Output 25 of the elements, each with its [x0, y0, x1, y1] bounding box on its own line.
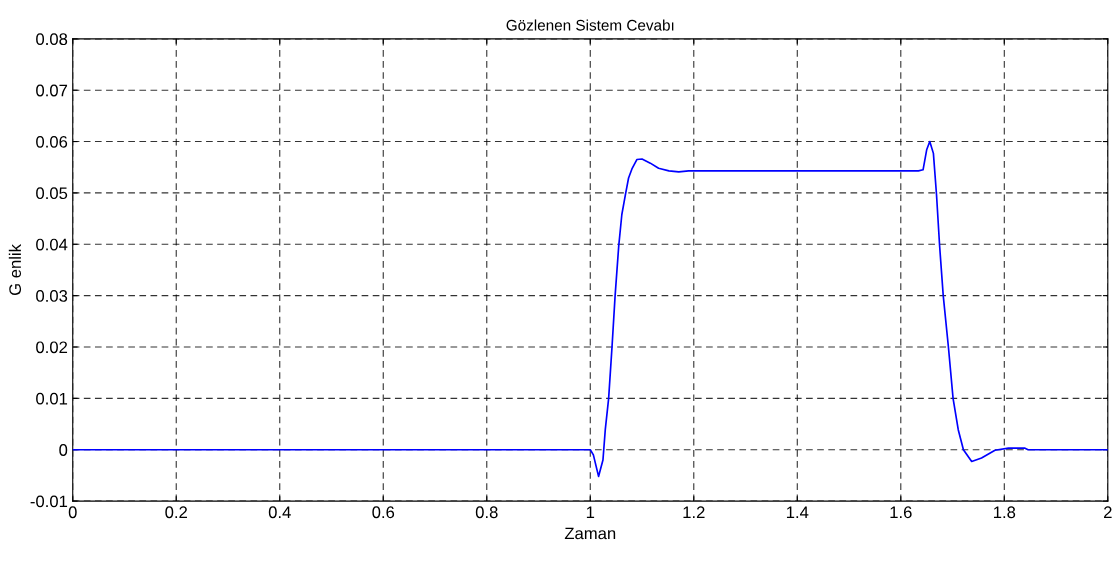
y-tick-label: 0: [59, 444, 68, 456]
y-tick-label: 0.05: [36, 187, 68, 200]
x-tick-label: 0.4: [268, 506, 291, 519]
x-tick-label: 0.6: [372, 506, 395, 519]
x-tick-label: 1: [586, 506, 595, 519]
x-tick-label: 0.2: [165, 506, 187, 519]
line-series: [72, 140, 1108, 478]
y-axis-title: G enlik: [8, 244, 22, 296]
y-tick-label: 0.04: [36, 238, 68, 251]
x-tick-label: 1.4: [786, 506, 809, 519]
y-tick-label: 0.06: [36, 135, 68, 148]
chart-title: Gözlenen Sistem Cevabı: [506, 19, 674, 31]
y-tick-label: 0.02: [36, 341, 68, 354]
y-tick-label: 0.03: [36, 290, 68, 302]
y-tick-label: 0.08: [36, 33, 68, 46]
x-tick-label: 1.2: [683, 506, 705, 519]
x-tick-label: 2: [1104, 506, 1112, 519]
y-tick-label: 0.07: [36, 84, 68, 97]
x-tick-label: 1.6: [890, 506, 912, 519]
x-tick-label: 0.8: [475, 506, 498, 519]
x-axis-title: Zaman: [564, 527, 616, 540]
x-tick-label: 1.8: [993, 506, 1016, 519]
x-tick-label: 0: [68, 506, 77, 519]
y-tick-label: -0.01: [30, 495, 68, 508]
y-tick-label: 0.01: [36, 392, 68, 405]
